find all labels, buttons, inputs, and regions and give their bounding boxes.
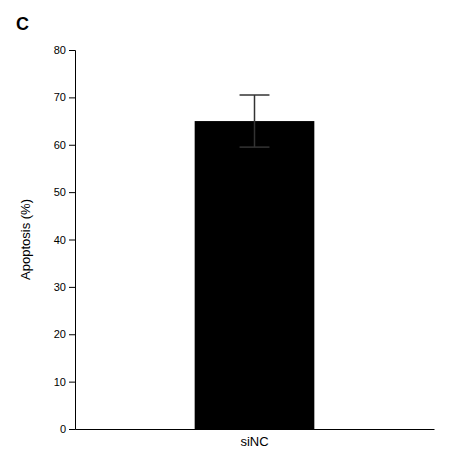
y-axis-title: Apoptosis (%)	[18, 199, 33, 280]
y-tick-label: 70	[54, 91, 66, 103]
y-tick: 70	[54, 91, 75, 103]
y-tick: 20	[54, 328, 75, 340]
y-tick: 60	[54, 139, 75, 151]
chart: 0 10 20 30 40 50 60 70 80 siNC Apoptosis (%) C	[0, 0, 474, 474]
y-tick-mark	[69, 382, 75, 383]
y-tick-label: 80	[54, 44, 66, 56]
y-tick-label: 40	[54, 234, 66, 246]
x-axis: siNC	[76, 430, 435, 450]
error-bar	[240, 95, 270, 147]
y-tick-mark	[69, 287, 75, 288]
y-tick-label: 10	[54, 376, 66, 388]
y-tick-mark	[69, 192, 75, 193]
plot: 0 10 20 30 40 50 60 70 80 siNC	[54, 44, 435, 449]
y-tick-label: 20	[54, 328, 66, 340]
error-bar-cap	[240, 94, 270, 96]
y-tick-label: 0	[60, 423, 66, 435]
y-tick: 40	[54, 234, 75, 246]
y-tick-mark	[69, 429, 75, 430]
marks	[195, 95, 315, 429]
y-tick: 10	[54, 376, 75, 388]
y-tick-label: 50	[54, 186, 66, 198]
bar	[195, 121, 315, 429]
y-tick: 50	[54, 186, 75, 198]
y-tick-mark	[69, 240, 75, 241]
error-bar-cap	[240, 146, 270, 148]
x-axis-line	[76, 429, 435, 430]
y-tick: 30	[54, 281, 75, 293]
y-tick-mark	[69, 50, 75, 51]
y-tick: 80	[54, 44, 75, 56]
y-axis-line	[69, 51, 76, 430]
error-bar-stem	[254, 95, 256, 147]
y-axis: 0 10 20 30 40 50 60 70 80	[54, 44, 76, 435]
x-tick-label: siNC	[240, 434, 268, 449]
panel-label: C	[16, 14, 29, 34]
y-tick-mark	[69, 334, 75, 335]
y-tick: 0	[60, 423, 75, 435]
y-tick-label: 60	[54, 139, 66, 151]
y-tick-mark	[69, 145, 75, 146]
y-tick-label: 30	[54, 281, 66, 293]
y-tick-mark	[69, 97, 75, 98]
x-tick: siNC	[240, 434, 268, 449]
